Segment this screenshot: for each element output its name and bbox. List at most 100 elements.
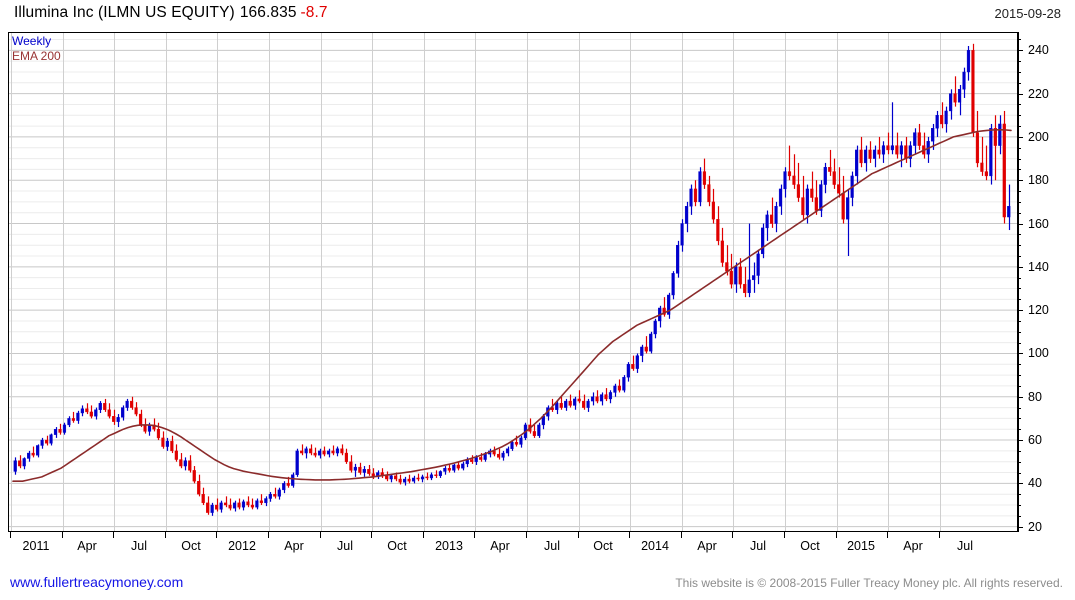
y-axis-tick bbox=[1018, 136, 1023, 138]
y-axis-tick bbox=[1018, 50, 1023, 52]
candles bbox=[13, 43, 1011, 516]
y-axis-label: 40 bbox=[1028, 476, 1042, 491]
y-axis-minor-tick bbox=[1018, 71, 1021, 73]
y-axis-minor-tick bbox=[1018, 234, 1021, 236]
instrument-name: Illumina Inc (ILMN US EQUITY) bbox=[14, 4, 235, 21]
x-axis-label: Jul bbox=[957, 539, 973, 553]
x-axis-tick bbox=[836, 532, 837, 538]
y-axis-minor-tick bbox=[1018, 472, 1021, 474]
y-axis-minor-tick bbox=[1018, 331, 1021, 333]
x-axis-label: Oct bbox=[387, 539, 407, 553]
x-axis-tick bbox=[526, 532, 527, 538]
x-axis-label: 2012 bbox=[228, 539, 256, 553]
x-axis-tick bbox=[268, 532, 269, 538]
y-axis-label: 80 bbox=[1028, 389, 1042, 404]
y-axis-label: 160 bbox=[1028, 216, 1049, 231]
y-axis-minor-tick bbox=[1018, 245, 1021, 247]
y-axis-minor-tick bbox=[1018, 450, 1021, 452]
x-axis-tick bbox=[423, 532, 424, 538]
y-axis-tick bbox=[1018, 483, 1023, 485]
y-axis-minor-tick bbox=[1018, 494, 1021, 496]
y-axis-minor-tick bbox=[1018, 169, 1021, 171]
x-axis-tick bbox=[320, 532, 321, 538]
x-axis-tick bbox=[681, 532, 682, 538]
y-axis-label: 240 bbox=[1028, 43, 1049, 58]
y-axis-minor-tick bbox=[1018, 418, 1021, 420]
x-axis-label: 2014 bbox=[641, 539, 669, 553]
x-axis-tick bbox=[10, 532, 11, 538]
x-axis-tick bbox=[371, 532, 372, 538]
y-axis-minor-tick bbox=[1018, 212, 1021, 214]
x-axis-label: Oct bbox=[800, 539, 820, 553]
x-axis-label: Apr bbox=[903, 539, 923, 553]
x-axis-label: Apr bbox=[490, 539, 510, 553]
x-axis-tick bbox=[113, 532, 114, 538]
y-axis-minor-tick bbox=[1018, 39, 1021, 41]
x-axis-tick bbox=[578, 532, 579, 538]
y-axis-minor-tick bbox=[1018, 385, 1021, 387]
y-axis-minor-tick bbox=[1018, 191, 1021, 193]
y-axis-minor-tick bbox=[1018, 299, 1021, 301]
y-axis-minor-tick bbox=[1018, 115, 1021, 117]
last-price: 166.835 bbox=[239, 4, 297, 21]
x-axis-label: 2013 bbox=[435, 539, 463, 553]
y-axis-label: 60 bbox=[1028, 433, 1042, 448]
x-axis-tick bbox=[939, 532, 940, 538]
x-axis-tick bbox=[62, 532, 63, 538]
y-axis-minor-tick bbox=[1018, 104, 1021, 106]
price-change: -8.7 bbox=[300, 4, 328, 21]
y-axis-label: 200 bbox=[1028, 129, 1049, 144]
y-axis-label: 220 bbox=[1028, 86, 1049, 101]
y-axis-label: 100 bbox=[1028, 346, 1049, 361]
y-axis-minor-tick bbox=[1018, 320, 1021, 322]
y-axis-minor-tick bbox=[1018, 288, 1021, 290]
y-axis-minor-tick bbox=[1018, 375, 1021, 377]
x-axis-label: Jul bbox=[131, 539, 147, 553]
y-axis-tick bbox=[1018, 440, 1023, 442]
x-axis-label: Jul bbox=[337, 539, 353, 553]
y-axis-minor-tick bbox=[1018, 158, 1021, 160]
x-axis-label: 2011 bbox=[22, 539, 50, 553]
x-axis-label: Apr bbox=[77, 539, 97, 553]
x-axis-label: Oct bbox=[593, 539, 613, 553]
y-axis-minor-tick bbox=[1018, 407, 1021, 409]
y-axis-minor-tick bbox=[1018, 61, 1021, 63]
y-axis-minor-tick bbox=[1018, 429, 1021, 431]
x-axis-tick bbox=[474, 532, 475, 538]
ema-200-line bbox=[12, 129, 1012, 483]
x-axis-label: Oct bbox=[181, 539, 201, 553]
y-axis-tick bbox=[1018, 180, 1023, 182]
x-axis-tick bbox=[629, 532, 630, 538]
y-axis-minor-tick bbox=[1018, 256, 1021, 258]
y-axis-tick bbox=[1018, 396, 1023, 398]
y-axis-minor-tick bbox=[1018, 147, 1021, 149]
chart-header: Illumina Inc (ILMN US EQUITY) 166.835 -8.7… bbox=[0, 0, 1075, 28]
y-axis-minor-tick bbox=[1018, 277, 1021, 279]
x-axis-label: Jul bbox=[544, 539, 560, 553]
y-axis-spine bbox=[1018, 32, 1019, 532]
x-axis: 2011 Apr Jul Oct 2012 Apr Jul Oct 2013 Apr Jul Oct 2… bbox=[8, 532, 1018, 558]
x-axis-tick bbox=[784, 532, 785, 538]
y-axis-label: 120 bbox=[1028, 303, 1049, 318]
y-axis-tick bbox=[1018, 223, 1023, 225]
site-url[interactable]: www.fullertreacymoney.com bbox=[10, 574, 184, 590]
instrument-title: Illumina Inc (ILMN US EQUITY) 166.835 -8.7 bbox=[14, 4, 328, 22]
x-axis-label: Jul bbox=[750, 539, 766, 553]
copyright-notice: This website is © 2008-2015 Fuller Treac… bbox=[675, 576, 1063, 590]
y-axis-tick bbox=[1018, 310, 1023, 312]
price-plot-area[interactable] bbox=[8, 32, 1018, 532]
y-axis-minor-tick bbox=[1018, 461, 1021, 463]
y-axis-minor-tick bbox=[1018, 364, 1021, 366]
y-axis-minor-tick bbox=[1018, 515, 1021, 517]
candlestick-canvas bbox=[9, 33, 1017, 531]
y-axis-tick bbox=[1018, 353, 1023, 355]
gridlines bbox=[9, 38, 1017, 528]
x-axis-label: Apr bbox=[284, 539, 304, 553]
y-axis-label: 140 bbox=[1028, 259, 1049, 274]
y-axis-minor-tick bbox=[1018, 342, 1021, 344]
y-axis-tick bbox=[1018, 266, 1023, 268]
as-of-date: 2015-09-28 bbox=[994, 6, 1062, 21]
y-axis-tick bbox=[1018, 526, 1023, 528]
x-axis-label: Apr bbox=[697, 539, 717, 553]
